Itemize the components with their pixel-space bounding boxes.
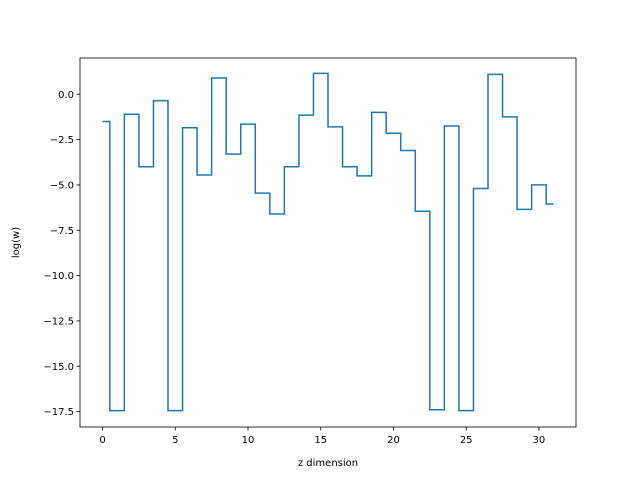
y-axis-label: log(w) [11, 227, 22, 258]
series-line-0 [102, 72, 554, 412]
y-tick-label: −5.0 [50, 180, 74, 191]
series-layer [102, 72, 554, 412]
y-tick-label: −10.0 [43, 271, 74, 282]
plot-frame [79, 57, 577, 428]
x-tick-label: 30 [533, 435, 546, 446]
x-tick-label: 15 [314, 435, 327, 446]
y-tick-label: −2.5 [50, 135, 74, 146]
axes-layer: 0 5 10 15 20 25 30 0.0 −2.5 −5.0 −7.5 −10.0 −12.5 −15… [43, 90, 545, 446]
x-tick-label: 25 [460, 435, 473, 446]
x-tick-label: 0 [99, 435, 105, 446]
y-tick-label: −15.0 [43, 362, 74, 373]
x-axis-label: z dimension [298, 458, 358, 469]
x-tick-label: 20 [387, 435, 400, 446]
x-tick-label: 5 [172, 435, 178, 446]
y-tick-label: −17.5 [43, 407, 74, 418]
y-tick-label: −7.5 [50, 226, 74, 237]
y-tick-label: 0.0 [58, 90, 74, 101]
x-tick-label: 10 [242, 435, 255, 446]
y-tick-label: −12.5 [43, 316, 74, 327]
